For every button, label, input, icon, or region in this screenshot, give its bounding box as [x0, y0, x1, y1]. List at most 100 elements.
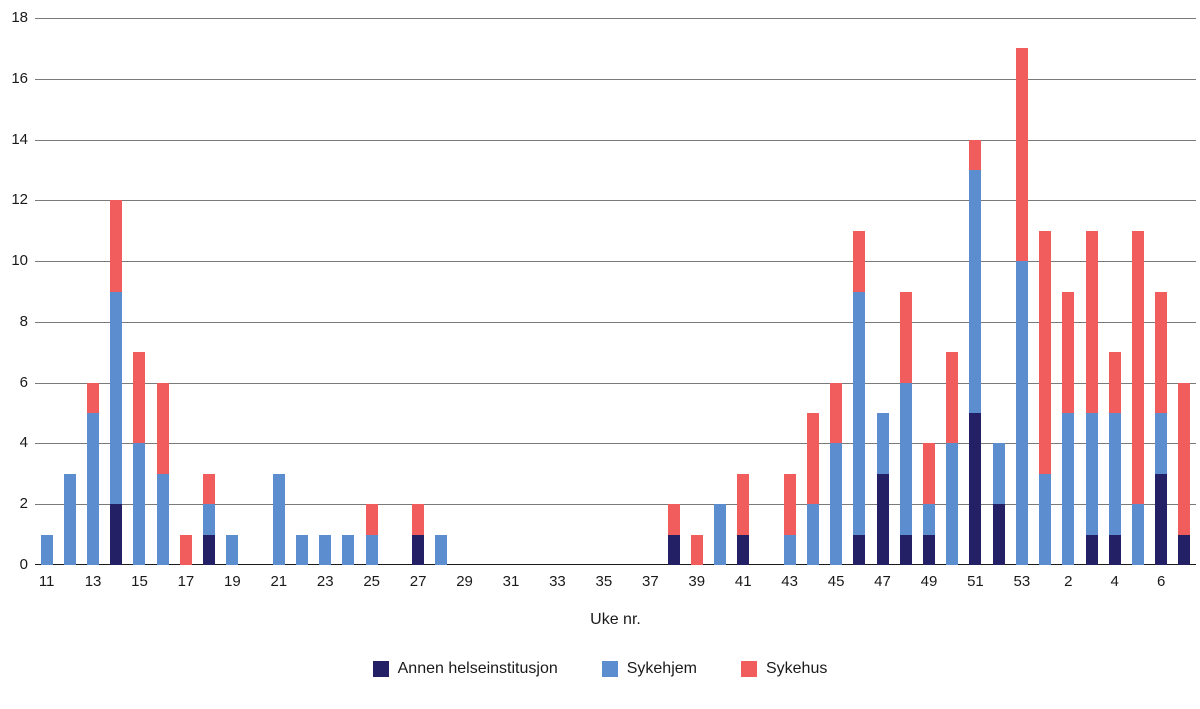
y-tick-label: 6 — [19, 373, 28, 391]
bar-segment — [1085, 413, 1098, 535]
y-tick-label: 10 — [11, 252, 28, 270]
x-tick-label: 6 — [1156, 573, 1166, 590]
x-tick-label: 47 — [874, 573, 891, 590]
bar-segment — [203, 473, 216, 505]
bar-segment — [156, 382, 169, 474]
bar-segment — [1131, 504, 1144, 565]
bar-segment — [667, 504, 680, 535]
y-tick-label: 14 — [11, 130, 28, 148]
x-tick-label: 11 — [38, 573, 55, 590]
legend-item: Sykehjem — [601, 660, 697, 678]
bar-segment — [946, 352, 959, 444]
x-tick-label: 31 — [502, 573, 520, 590]
bar-segment — [1155, 473, 1168, 565]
gridline — [35, 78, 1196, 80]
bar-segment — [946, 443, 959, 565]
bar-segment — [830, 443, 843, 565]
legend-swatch — [601, 661, 618, 677]
bar-segment — [1039, 230, 1052, 474]
bar-segment — [272, 473, 285, 565]
x-axis-line — [35, 564, 1196, 565]
bar-segment — [713, 504, 726, 565]
bar-segment — [737, 534, 750, 565]
bar-segment — [1131, 230, 1144, 505]
bar-segment — [179, 534, 192, 565]
gridline — [35, 504, 1196, 506]
bar-segment — [876, 473, 889, 565]
bar-segment — [899, 382, 912, 535]
bar-segment — [853, 534, 866, 565]
bar-segment — [40, 534, 53, 565]
y-tick-label: 8 — [19, 312, 28, 330]
bar-segment — [992, 443, 1005, 505]
x-tick-label: 23 — [316, 573, 334, 590]
bar-segment — [435, 534, 448, 565]
bar-segment — [365, 504, 378, 535]
y-tick-label: 2 — [19, 495, 28, 513]
plot-area: 0 2 4 6 8 10 12 14 16 18 11 13 15 17 19 21 23 25 27 29 31 33 3… — [11, 9, 1196, 590]
bar-segment — [319, 534, 332, 565]
bar-segment — [1085, 230, 1098, 414]
y-tick-label: 16 — [11, 69, 28, 87]
gridline — [35, 261, 1196, 263]
x-tick-label: 41 — [734, 573, 752, 590]
legend-swatch — [740, 661, 757, 677]
bar-segment — [1039, 473, 1052, 565]
bar-segment — [806, 413, 819, 505]
x-tick-label: 45 — [827, 573, 845, 590]
bar-segment — [226, 534, 239, 565]
x-tick-label: 33 — [549, 573, 566, 590]
legend-label: Annen helseinstitusjon — [397, 660, 558, 677]
legend-label: Sykehjem — [626, 660, 697, 677]
x-tick-label: 21 — [270, 573, 288, 590]
bar-segment — [365, 534, 378, 565]
gridline — [35, 443, 1196, 445]
bar-segment — [969, 169, 982, 414]
bar-segment — [1062, 413, 1075, 565]
bar-segment — [667, 534, 680, 565]
x-tick-label: 43 — [781, 573, 798, 590]
x-tick-label: 53 — [1013, 573, 1031, 590]
y-tick-label: 4 — [19, 434, 28, 452]
bar-segment — [110, 504, 123, 565]
y-tick-label: 12 — [11, 191, 28, 209]
legend-swatch — [372, 661, 389, 677]
bar-segment — [783, 473, 796, 535]
x-tick-label: 25 — [363, 573, 381, 590]
bar-segment — [203, 534, 216, 565]
bar-segment — [876, 413, 889, 474]
bar-segment — [1108, 534, 1121, 565]
x-tick-label: 17 — [177, 573, 195, 590]
bar-segment — [922, 443, 935, 505]
x-tick-label: 49 — [920, 573, 938, 590]
bar-segment — [110, 291, 123, 505]
bar-segment — [63, 473, 76, 565]
legend: Annen helseinstitusjon Sykehjem Sykehus — [0, 660, 1200, 678]
bar-segment — [899, 291, 912, 383]
bar-segment — [296, 534, 309, 565]
bar-segment — [830, 382, 843, 444]
bar-segment — [1108, 413, 1121, 535]
bar-segment — [806, 504, 819, 565]
legend-item: Annen helseinstitusjon — [372, 660, 558, 678]
x-tick-label: 29 — [456, 573, 473, 590]
bar-segment — [969, 413, 982, 565]
x-tick-label: 51 — [967, 573, 984, 590]
bar-segment — [412, 534, 425, 565]
bar-segment — [690, 534, 703, 565]
bar-segment — [1062, 291, 1075, 414]
bar-segment — [922, 504, 935, 535]
bar-segment — [1155, 291, 1168, 414]
bar-segment — [1155, 413, 1168, 474]
x-tick-label: 13 — [84, 573, 102, 590]
bar-segment — [1178, 382, 1191, 535]
bar-segment — [133, 352, 146, 444]
bar-segment — [156, 473, 169, 565]
x-tick-label: 4 — [1110, 573, 1119, 590]
gridline — [35, 18, 1196, 19]
bar-segment — [853, 291, 866, 535]
legend-item: Sykehus — [740, 660, 827, 678]
gridline — [35, 139, 1196, 141]
bar-segment — [992, 504, 1005, 565]
